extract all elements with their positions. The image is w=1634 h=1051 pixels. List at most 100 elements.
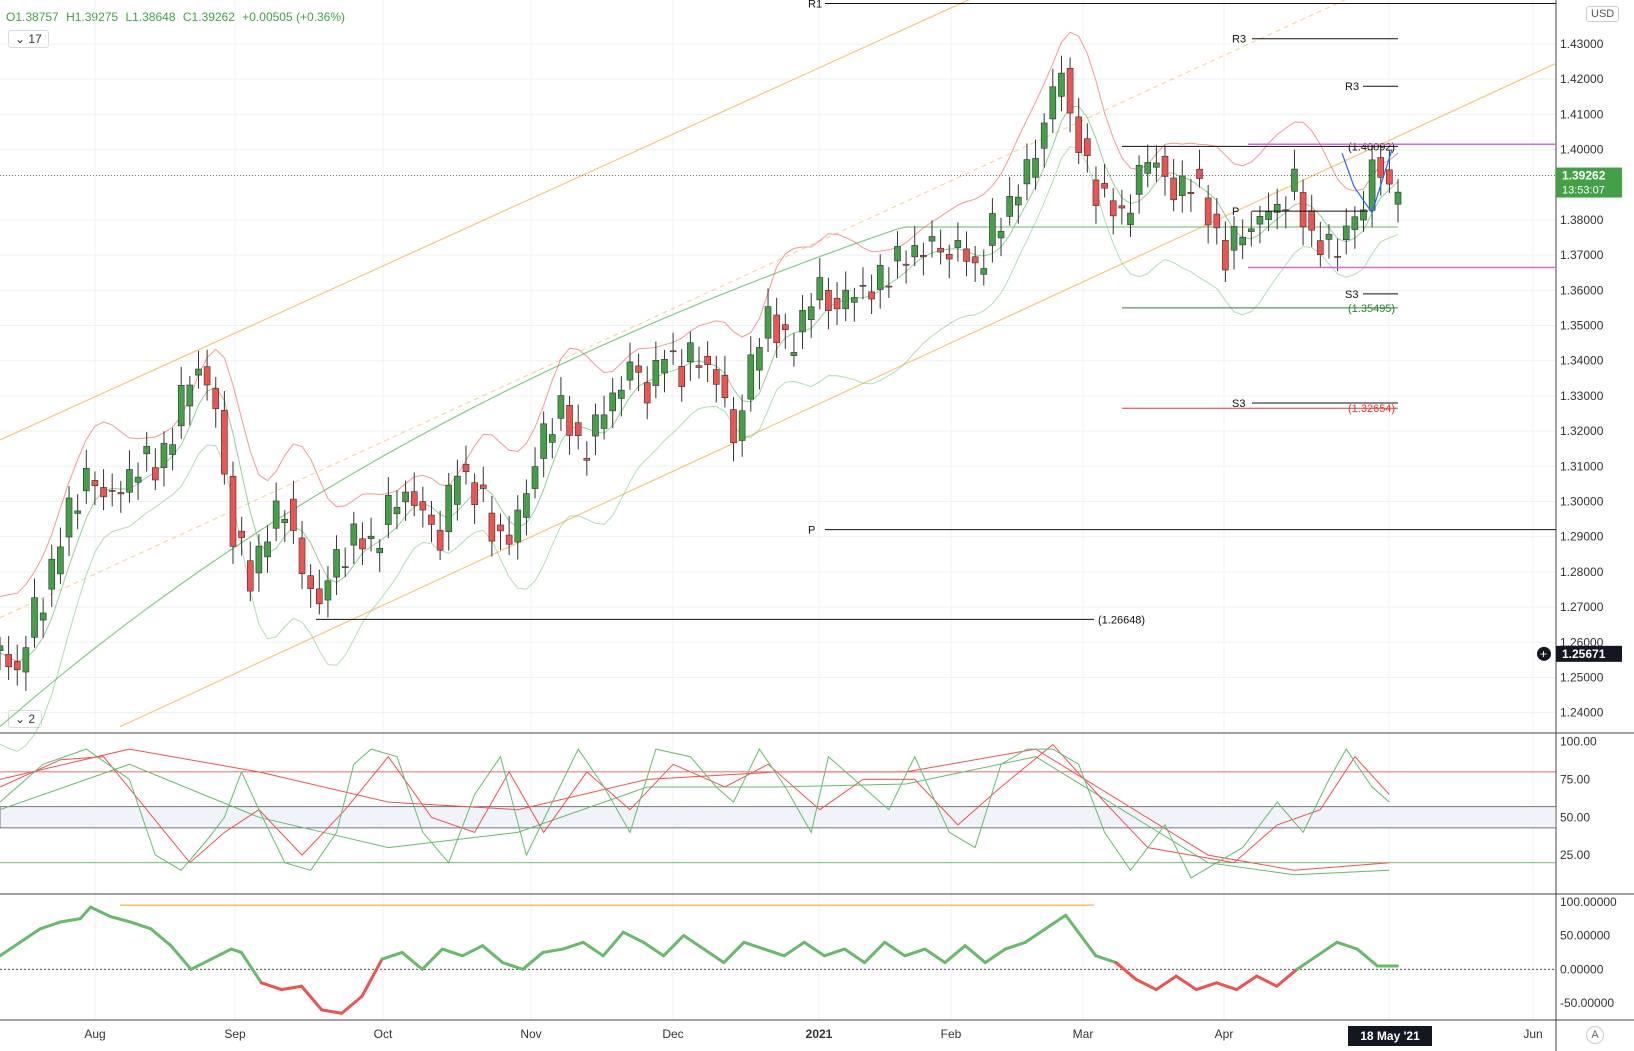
y-tick-label: 1.42000: [1560, 72, 1604, 86]
down-candle: [567, 405, 573, 435]
x-tick-label: Dec: [662, 1027, 683, 1041]
down-candle: [860, 285, 866, 286]
x-tick-label: Feb: [941, 1027, 962, 1041]
up-candle: [40, 613, 46, 620]
momentum-segment: [422, 949, 442, 969]
up-candle: [1153, 163, 1159, 167]
y-tick-label: 1.29000: [1560, 530, 1604, 544]
up-candle: [955, 240, 961, 247]
momentum-segment: [1357, 949, 1377, 966]
down-candle: [299, 538, 305, 574]
y-tick-label: 1.30000: [1560, 494, 1604, 508]
momentum-segment: [1025, 929, 1045, 943]
momentum-segment: [1156, 976, 1176, 990]
up-candle: [1248, 229, 1254, 232]
down-candle: [1317, 241, 1323, 255]
up-candle: [265, 542, 271, 557]
x-tick-label: Mar: [1073, 1027, 1094, 1041]
momentum-segment: [905, 949, 925, 956]
momentum-segment: [60, 919, 80, 922]
down-candle: [506, 535, 512, 544]
lower-band-line: [0, 147, 1398, 752]
momentum-segment: [151, 929, 171, 946]
down-candle: [1110, 201, 1116, 216]
down-candle: [1102, 183, 1108, 188]
momentum-segment: [563, 942, 583, 949]
momentum-segment: [40, 922, 60, 929]
momentum-segment: [1066, 915, 1076, 929]
momentum-segment: [20, 929, 40, 943]
down-candle: [308, 576, 314, 589]
y-tick-label: 1.31000: [1560, 459, 1604, 473]
down-candle: [584, 458, 590, 460]
up-candle: [981, 268, 987, 274]
up-candle: [49, 559, 55, 589]
up-candle: [368, 536, 374, 538]
x-tick-label: Apr: [1215, 1027, 1234, 1041]
up-candle: [1257, 216, 1263, 224]
momentum-segment: [0, 942, 20, 956]
up-candle: [1007, 196, 1013, 216]
down-candle: [463, 464, 469, 471]
momentum-segment: [1237, 976, 1257, 990]
up-candle: [532, 467, 538, 489]
up-candle: [1231, 226, 1237, 250]
up-candle: [0, 646, 3, 651]
up-candle: [126, 469, 132, 492]
y-tick-label: 1.34000: [1560, 354, 1604, 368]
up-candle: [998, 231, 1004, 238]
down-candle: [1300, 192, 1306, 226]
y-tick-label: 1.40000: [1560, 143, 1604, 157]
y-tick-label: 1.24000: [1560, 706, 1604, 720]
up-candle: [765, 307, 771, 339]
y-tick-label: 75.00: [1560, 772, 1590, 786]
up-candle: [178, 385, 184, 426]
down-candle: [869, 292, 875, 299]
up-candle: [592, 415, 598, 436]
stochastic-mid-band: [0, 807, 1556, 828]
countdown-label: 13:53:07: [1562, 185, 1605, 197]
up-candle: [851, 297, 857, 302]
down-candle: [938, 248, 944, 252]
momentum-segment: [945, 946, 965, 963]
momentum-segment: [844, 949, 864, 963]
momentum-segment: [111, 917, 131, 922]
up-candle: [57, 547, 63, 574]
x-tick-label: Sep: [224, 1027, 246, 1041]
up-candle: [446, 485, 452, 532]
up-candle: [523, 494, 529, 518]
momentum-segment: [865, 942, 885, 962]
down-candle: [420, 502, 426, 510]
channel-mid-line: [0, 0, 1360, 618]
down-candle: [774, 315, 780, 343]
up-candle: [515, 510, 521, 542]
pivot-level-label: (1.26648): [1098, 614, 1145, 626]
down-candle: [489, 513, 495, 541]
up-candle: [610, 393, 616, 411]
y-tick-label: 1.32000: [1560, 424, 1604, 438]
down-candle: [1386, 170, 1392, 184]
momentum-segment: [885, 942, 905, 956]
momentum-segment: [1216, 983, 1236, 990]
up-candle: [273, 501, 279, 528]
down-candle: [1076, 117, 1082, 153]
down-candle: [230, 476, 236, 546]
momentum-segment: [1116, 963, 1136, 980]
y-tick-label: 1.41000: [1560, 107, 1604, 121]
up-candle: [800, 310, 806, 332]
y-tick-label: 1.27000: [1560, 600, 1604, 614]
y-tick-label: 1.25000: [1560, 670, 1604, 684]
up-candle: [1343, 226, 1349, 240]
down-candle: [1197, 169, 1203, 178]
channel-lower-line: [120, 63, 1556, 726]
momentum-segment: [171, 946, 191, 970]
down-candle: [316, 589, 322, 604]
momentum-segment: [664, 936, 684, 956]
up-candle: [385, 495, 391, 524]
momentum-segment: [764, 949, 784, 956]
momentum-segment: [784, 942, 804, 956]
y-tick-label: 1.37000: [1560, 248, 1604, 262]
momentum-segment: [462, 946, 482, 956]
up-candle: [1024, 160, 1030, 184]
